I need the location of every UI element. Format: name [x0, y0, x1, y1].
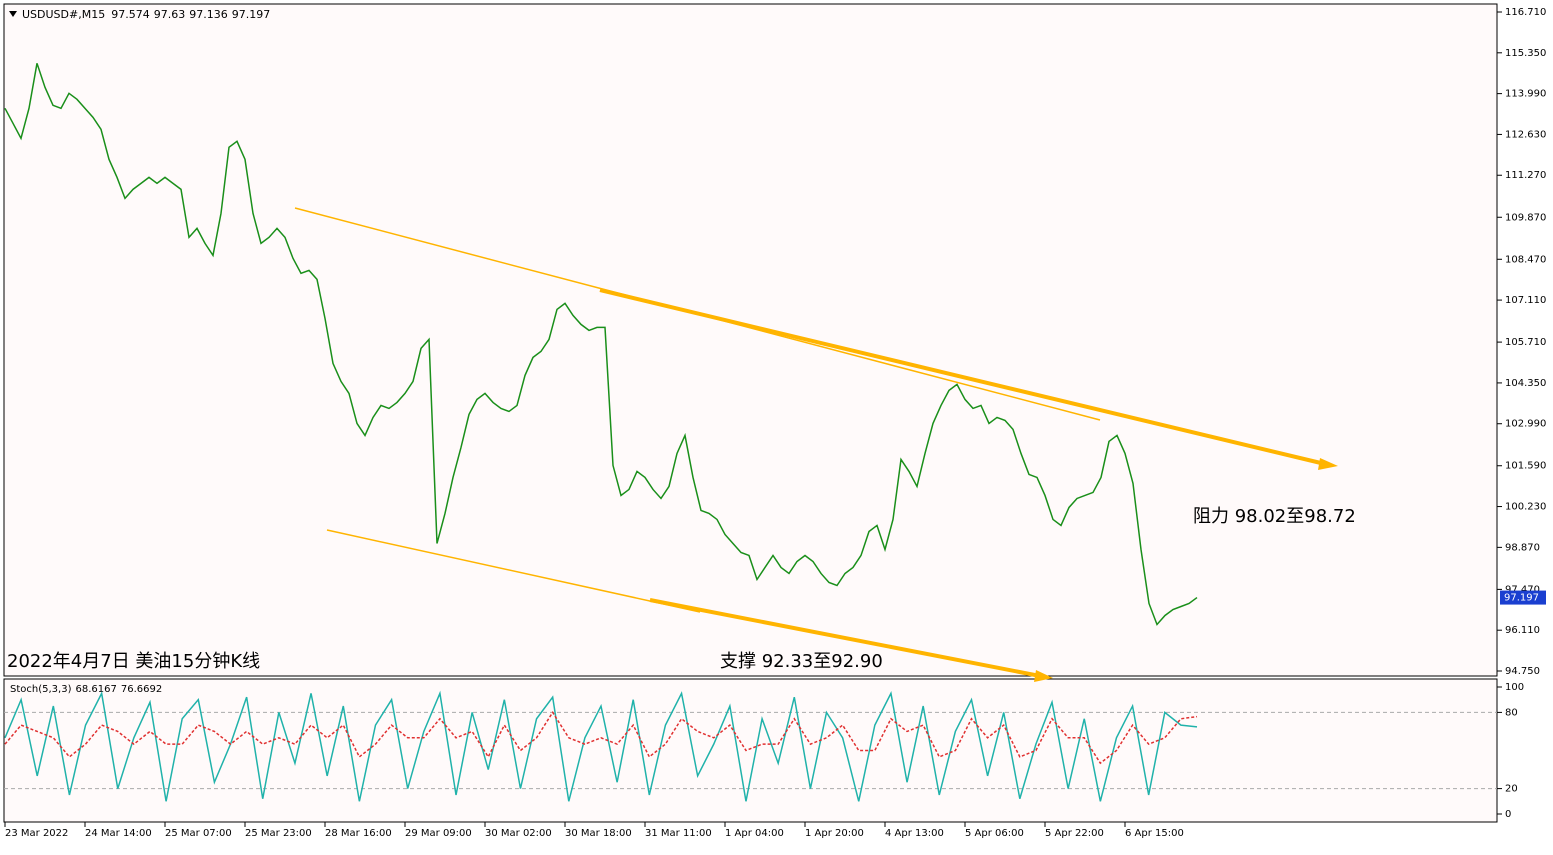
y-tick-label: 115.350 — [1505, 48, 1546, 59]
x-tick-label: 31 Mar 11:00 — [645, 828, 712, 839]
arrow-head — [1034, 670, 1053, 682]
x-tick-label: 1 Apr 04:00 — [725, 828, 784, 839]
x-tick-label: 5 Apr 06:00 — [965, 828, 1024, 839]
open: 97.574 — [111, 8, 150, 21]
price-box — [1500, 590, 1546, 605]
stoch-header: Stoch(5,3,3) 68.6167 76.6692 — [10, 684, 162, 695]
y-tick-label: 0 — [1505, 809, 1511, 820]
resistance-line-thick — [599, 288, 1326, 466]
stoch-k: 68.6167 — [75, 684, 116, 695]
y-tick-label: 96.110 — [1505, 625, 1540, 636]
y-tick-label: 104.350 — [1505, 378, 1546, 389]
support-note: 支撑 92.33至92.90 — [720, 651, 883, 672]
y-tick-label: 113.990 — [1505, 89, 1546, 100]
x-tick-label: 25 Mar 07:00 — [165, 828, 232, 839]
chart-header: USDUSD#,M15 97.574 97.63 97.136 97.197 — [22, 8, 270, 21]
stoch-title: Stoch(5,3,3) — [10, 684, 72, 695]
series-line — [4, 711, 1198, 765]
y-tick-label: 101.590 — [1505, 461, 1546, 472]
y-tick-label: 109.870 — [1505, 212, 1546, 223]
y-tick-label: 94.750 — [1505, 666, 1540, 677]
y-tick-label: 105.710 — [1505, 337, 1546, 348]
support-line — [326, 529, 701, 613]
close: 97.197 — [232, 8, 271, 21]
low: 97.136 — [189, 8, 228, 21]
x-tick-label: 6 Apr 15:00 — [1125, 828, 1184, 839]
stoch-d: 76.6692 — [121, 684, 162, 695]
series-line — [4, 63, 1198, 626]
y-tick-label: 108.470 — [1505, 254, 1546, 265]
x-tick-label: 30 Mar 02:00 — [485, 828, 552, 839]
x-tick-label: 1 Apr 20:00 — [805, 828, 864, 839]
chart-title: 2022年4月7日 美油15分钟K线 — [7, 651, 260, 672]
y-tick-label: 97.470 — [1505, 584, 1540, 595]
y-tick-label: 107.110 — [1505, 295, 1546, 306]
menu-triangle[interactable] — [9, 11, 17, 17]
x-tick-label: 25 Mar 23:00 — [245, 828, 312, 839]
y-tick-label: 111.270 — [1505, 170, 1546, 181]
x-tick-label: 29 Mar 09:00 — [405, 828, 472, 839]
high: 97.63 — [154, 8, 186, 21]
x-tick-label: 28 Mar 16:00 — [325, 828, 392, 839]
arrow-head — [1318, 458, 1338, 470]
x-tick-label: 24 Mar 14:00 — [85, 828, 152, 839]
y-tick-label: 112.630 — [1505, 129, 1546, 140]
x-tick-label: 5 Apr 22:00 — [1045, 828, 1104, 839]
stoch-panel — [3, 678, 1498, 823]
y-tick-label: 116.710 — [1505, 7, 1546, 18]
x-tick-label: 4 Apr 13:00 — [885, 828, 944, 839]
symbol: USDUSD#,M15 — [22, 8, 105, 21]
x-tick-label: 23 Mar 2022 — [5, 828, 68, 839]
y-tick-label: 100.230 — [1505, 502, 1546, 513]
y-tick-label: 98.870 — [1505, 542, 1540, 553]
resistance-note: 阻力 98.02至98.72 — [1193, 506, 1356, 527]
price-box-label: 97.197 — [1504, 593, 1539, 604]
support-line-thick — [649, 598, 1041, 678]
y-tick-label: 20 — [1505, 784, 1518, 795]
y-tick-label: 100 — [1505, 682, 1524, 693]
y-tick-label: 80 — [1505, 707, 1518, 718]
price-panel — [3, 3, 1498, 677]
y-tick-label: 102.990 — [1505, 419, 1546, 430]
x-tick-label: 30 Mar 18:00 — [565, 828, 632, 839]
